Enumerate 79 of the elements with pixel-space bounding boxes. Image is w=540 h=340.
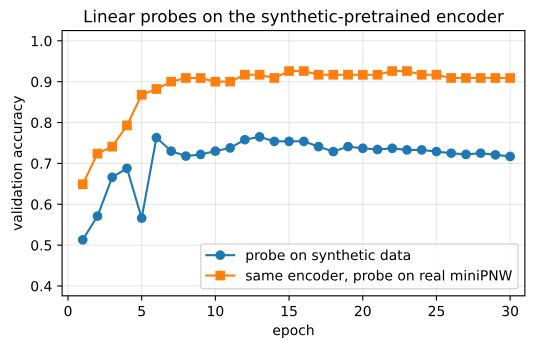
point (298, 66, 309, 76)
point (107, 172, 118, 182)
y-tick-label: 0.4 (31, 280, 52, 292)
y-tick-label: 1.0 (32, 36, 52, 46)
point (166, 146, 176, 156)
point (254, 70, 264, 80)
point (269, 136, 280, 146)
point (240, 70, 250, 80)
point (254, 132, 264, 142)
point (328, 70, 338, 80)
x-tick-label: 30 (502, 306, 518, 316)
point (432, 146, 442, 156)
point (92, 148, 102, 158)
chart-title: Linear probes on the synthetic-pretrained encoder (84, 10, 504, 26)
point (78, 179, 88, 190)
point (152, 132, 162, 143)
point (461, 73, 471, 83)
x-axis-title: epoch (273, 324, 314, 338)
point (505, 152, 516, 162)
point (490, 73, 500, 83)
point (122, 163, 132, 174)
point (372, 144, 382, 154)
x-tick-label: 5 (138, 306, 145, 316)
point (181, 73, 191, 83)
point (387, 143, 398, 154)
x-tick-label: 25 (428, 306, 444, 316)
point (225, 143, 235, 153)
point (461, 150, 471, 160)
point (476, 148, 486, 158)
point (284, 136, 294, 146)
point (446, 148, 456, 158)
point (210, 76, 220, 87)
point (505, 73, 516, 83)
point (343, 70, 353, 80)
point (328, 146, 338, 156)
point (476, 73, 486, 83)
point (446, 73, 456, 83)
point (210, 146, 220, 156)
point (314, 70, 324, 80)
point (196, 73, 206, 83)
point (358, 143, 368, 154)
point (372, 70, 382, 80)
point (490, 150, 500, 160)
point (240, 134, 250, 145)
point (122, 120, 132, 130)
point (343, 142, 353, 152)
y-axis-title: validation accuracy (11, 96, 25, 231)
point (136, 90, 147, 100)
point (402, 66, 412, 76)
x-tick-label: 15 (282, 306, 297, 316)
point (196, 150, 206, 160)
point (92, 211, 102, 221)
point (107, 142, 118, 152)
point (225, 76, 235, 87)
y-tick-label: 0.6 (31, 199, 52, 210)
point (387, 66, 398, 76)
point (166, 76, 176, 87)
point (314, 142, 324, 152)
x-tick-label: 0 (64, 306, 72, 316)
point (416, 145, 427, 155)
legend-label: same encoder, probe on real miniPNW (246, 270, 512, 284)
x-tick-label: 10 (208, 306, 224, 316)
point (402, 145, 412, 155)
y-tick-label: 0.7 (31, 158, 52, 169)
point (358, 70, 368, 80)
y-tick-label: 0.9 (31, 76, 52, 88)
point (416, 70, 427, 80)
legend-label: probe on synthetic data (246, 249, 410, 263)
point (181, 151, 191, 161)
x-tick-label: 20 (354, 306, 371, 316)
point (284, 66, 294, 76)
point (298, 136, 309, 146)
point (78, 234, 88, 245)
point (136, 213, 147, 224)
point (152, 84, 162, 94)
point (432, 70, 442, 80)
y-tick-label: 0.5 (31, 240, 52, 251)
point (269, 73, 280, 83)
y-tick-label: 0.8 (31, 118, 52, 128)
